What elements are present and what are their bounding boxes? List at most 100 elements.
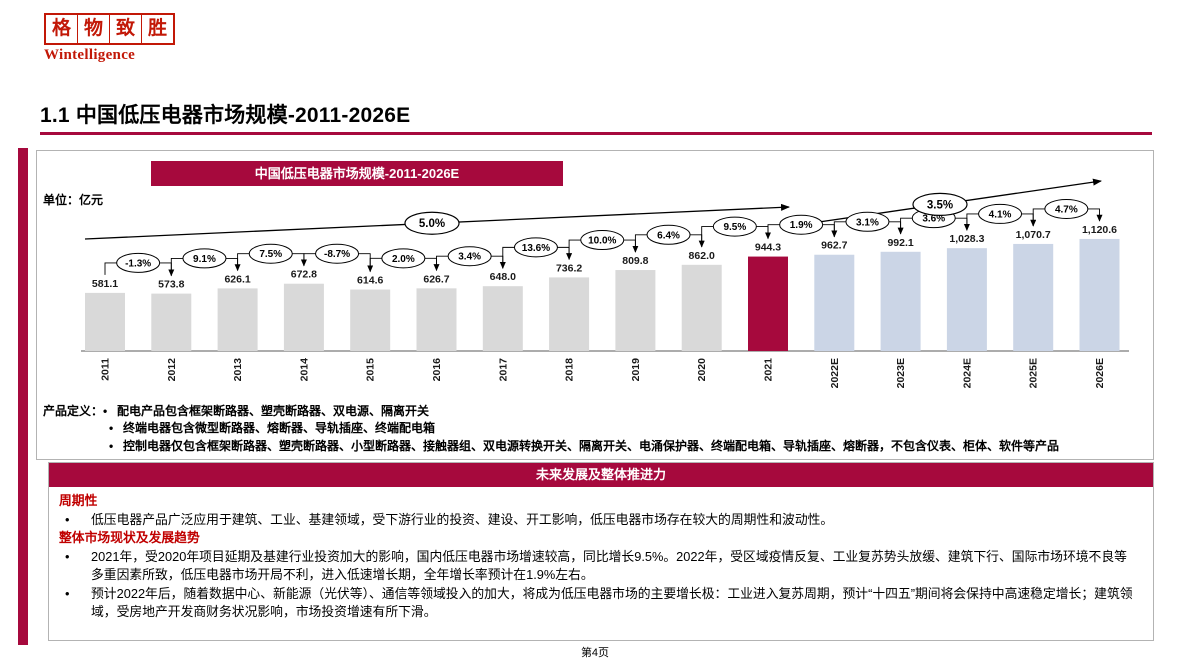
growth-label: 4.1% (989, 209, 1012, 220)
bar-value-label: 862.0 (689, 250, 715, 262)
growth-oval (381, 248, 426, 269)
growth-oval (182, 248, 227, 269)
growth-label: 2.0% (392, 254, 415, 265)
bar-2022E (814, 254, 855, 351)
bar-value-label: 672.8 (291, 269, 317, 281)
future-bullet-row: • 预计2022年后，随着数据中心、新能源（光伏等）、通信等领域投入的加大，将成… (59, 585, 1139, 622)
page-number: 第4页 (580, 647, 610, 659)
future-panel: 未来发展及整体推进力 周期性 • 低压电器产品广泛应用于建筑、工业、基建领域，受… (48, 462, 1154, 641)
definition-row: • 控制电器仅包含框架断路器、塑壳断路器、小型断路器、接触器组、双电源转换开关、… (43, 438, 1143, 455)
x-axis-label: 2019 (630, 358, 642, 382)
bar-2025E (1013, 243, 1054, 351)
bar-value-label: 648.0 (490, 271, 516, 283)
section-heading-cyclicality: 周期性 (59, 493, 98, 508)
bar-value-label: 614.6 (357, 275, 383, 287)
growth-label: 10.0% (588, 236, 616, 247)
title-underline (40, 132, 1152, 135)
bar-value-label: 1,028.3 (949, 233, 984, 245)
growth-oval (248, 243, 293, 264)
logo-char: 胜 (148, 18, 168, 39)
company-logo: 格 物 致 胜 Wintelligence (44, 13, 176, 64)
bar-2015 (350, 289, 391, 351)
growth-label: 3.6% (922, 214, 945, 225)
logo-char: 格 (46, 15, 79, 43)
x-axis-label: 2017 (497, 358, 509, 382)
bar-2014 (283, 283, 324, 351)
market-size-bar-chart: 581.1 2011 573.8 2012 626.1 2013 672.8 2014 614.… (81, 178, 1129, 388)
bar-value-label: 626.7 (423, 273, 449, 285)
bar-value-label: 626.1 (224, 273, 250, 285)
growth-oval (646, 224, 691, 245)
bar-value-label: 809.8 (622, 255, 648, 267)
logo-char: 物 (78, 15, 111, 43)
chart-panel: 中国低压电器市场规模-2011-2026E 单位：亿元 581.1 2011 573… (36, 150, 1154, 460)
bar-2021 (748, 256, 788, 351)
x-axis-label: 2025E (1028, 358, 1040, 388)
product-definitions: 产品定义： • 配电产品包含框架断路器、塑壳断路器、双电源、隔离开关 • 终端电… (43, 403, 1143, 455)
x-axis-label: 2021 (763, 358, 775, 382)
section-heading-market-trend: 整体市场现状及发展趋势 (59, 530, 200, 546)
bar-2011 (85, 292, 125, 351)
growth-label: 1.9% (790, 220, 813, 231)
cagr-label: 5.0% (419, 218, 445, 230)
cagr-oval (404, 211, 460, 235)
x-axis-label: 2012 (166, 358, 178, 382)
growth-oval (779, 214, 824, 235)
growth-oval (116, 252, 161, 273)
unit-label: 单位：亿元 (43, 193, 104, 207)
growth-label: 3.4% (458, 252, 481, 263)
x-axis-label: 2022E (829, 358, 841, 388)
bar-2016 (416, 288, 457, 351)
bar-2013 (217, 288, 258, 351)
definition-row: • 终端电器包含微型断路器、熔断器、导轨插座、终端配电箱 (43, 420, 1143, 437)
bullet-icon: • (109, 438, 114, 453)
bar-2019 (615, 270, 656, 351)
growth-label: 3.1% (856, 217, 879, 228)
bar-2018 (549, 277, 590, 351)
bullet-icon: • (65, 511, 70, 527)
left-accent-bar (18, 148, 28, 645)
bar-2024E (946, 248, 987, 351)
cagr-label: 3.5% (927, 199, 953, 211)
bullet-icon: • (103, 404, 108, 418)
bar-2012 (151, 293, 192, 351)
bullet-icon: • (65, 548, 70, 564)
future-banner: 未来发展及整体推进力 (49, 463, 1153, 487)
cagr-oval (912, 192, 968, 216)
definition-row: 产品定义： • 配电产品包含框架断路器、塑壳断路器、双电源、隔离开关 (43, 403, 1143, 420)
x-axis-label: 2024E (961, 358, 973, 388)
future-bullet: 低压电器产品广泛应用于建筑、工业、基建领域，受下游行业的投资、建设、开工影响，低… (91, 511, 834, 527)
growth-oval (845, 211, 890, 232)
growth-label: 7.5% (259, 249, 282, 260)
bar-value-label: 1,070.7 (1016, 229, 1051, 241)
logo-char: 致 (110, 15, 143, 43)
growth-oval (712, 216, 757, 237)
x-axis-label: 2018 (564, 358, 576, 382)
bar-2023E (880, 251, 921, 351)
growth-oval (513, 237, 558, 258)
bar-value-label: 962.7 (821, 240, 847, 252)
x-axis-label: 2020 (696, 358, 708, 382)
growth-label: 4.7% (1055, 204, 1078, 215)
x-axis-label: 2013 (232, 358, 244, 382)
x-axis-label: 2011 (100, 358, 112, 381)
bar-value-label: 581.1 (92, 278, 118, 290)
growth-oval (978, 203, 1023, 224)
bar-value-label: 736.2 (556, 262, 582, 274)
growth-label: 9.5% (723, 222, 746, 233)
x-axis-label: 2016 (431, 358, 443, 382)
x-axis-label: 2026E (1094, 358, 1106, 388)
future-bullet: 预计2022年后，随着数据中心、新能源（光伏等）、通信等领域投入的加大，将成为低… (91, 585, 1133, 620)
growth-oval (447, 246, 492, 267)
bar-value-label: 944.3 (755, 242, 781, 254)
future-bullet: 2021年，受2020年项目延期及基建行业投资加大的影响，国内低压电器市场增速较… (91, 548, 1127, 583)
x-axis-label: 2014 (298, 358, 310, 382)
definition-item: 终端电器包含微型断路器、熔断器、导轨插座、终端配电箱 (123, 421, 436, 436)
growth-label: -8.7% (324, 249, 350, 260)
growth-oval (315, 243, 360, 264)
definitions-label: 产品定义： (43, 404, 104, 418)
growth-oval (580, 230, 625, 251)
growth-label: 13.6% (522, 243, 550, 254)
growth-label: -1.3% (125, 258, 151, 269)
